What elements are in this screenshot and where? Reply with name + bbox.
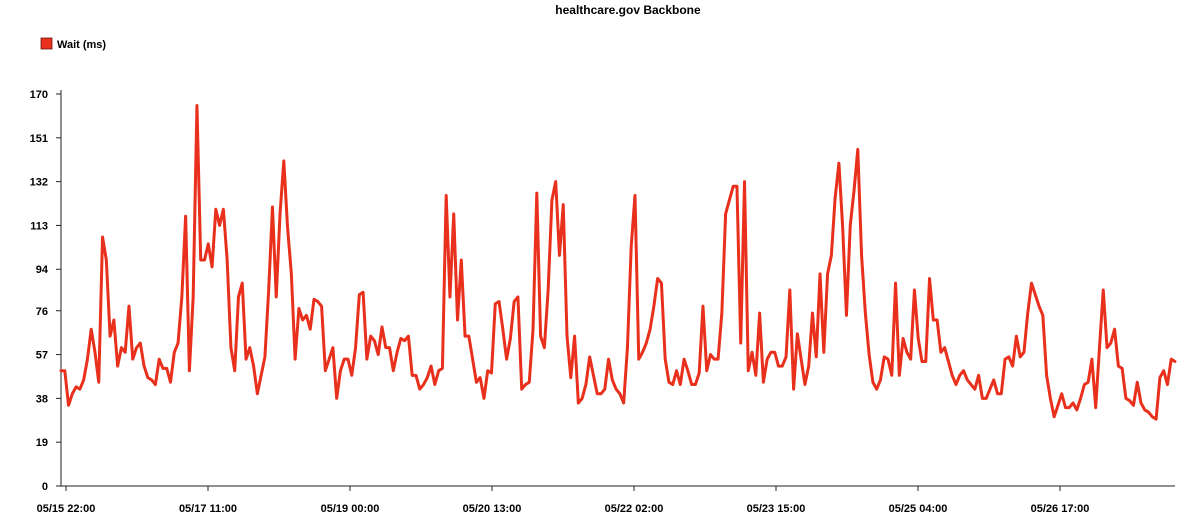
y-tick-label: 38: [36, 393, 48, 405]
legend: Wait (ms): [40, 37, 106, 51]
y-tick-label: 57: [36, 350, 48, 362]
x-ticks: 05/15 22:00 05/17 11:00 05/19 00:00 05/20 1…: [37, 486, 1090, 515]
axes: [60, 90, 1175, 487]
x-tick-label: 05/17 11:00: [179, 503, 237, 515]
x-tick-label: 05/20 13:00: [463, 503, 522, 515]
y-tick-label: 19: [36, 437, 48, 449]
y-tick-label: 151: [30, 133, 48, 145]
x-tick-label: 05/23 15:00: [747, 503, 806, 515]
x-tick-label: 05/26 17:00: [1031, 503, 1090, 515]
legend-label: Wait (ms): [57, 39, 106, 51]
series-wait: [59, 104, 1177, 421]
legend-swatch: [40, 37, 53, 50]
x-tick-label: 05/22 02:00: [605, 503, 664, 515]
y-tick-label: 132: [30, 177, 48, 189]
y-tick-label: 0: [42, 481, 48, 493]
x-tick-label: 05/15 22:00: [37, 503, 96, 515]
y-tick-label: 76: [36, 306, 48, 318]
x-tick-label: 05/19 00:00: [321, 503, 380, 515]
y-ticks: 0 19 38 57 76 94 113 132 151 170: [30, 89, 61, 493]
chart-title: healthcare.gov Backbone: [555, 3, 701, 17]
y-tick-label: 94: [36, 264, 49, 276]
series-line-wait: [59, 104, 1177, 421]
y-tick-label: 170: [30, 89, 48, 101]
x-tick-label: 05/25 04:00: [889, 503, 948, 515]
y-tick-label: 113: [30, 220, 48, 232]
